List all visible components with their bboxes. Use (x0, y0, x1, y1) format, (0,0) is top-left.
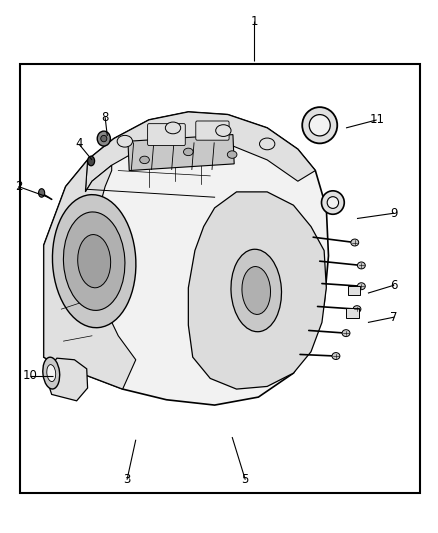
Polygon shape (48, 358, 88, 401)
Ellipse shape (88, 156, 95, 166)
Ellipse shape (353, 306, 361, 312)
Text: 1: 1 (250, 15, 258, 28)
Ellipse shape (215, 125, 231, 136)
Ellipse shape (231, 249, 282, 332)
Ellipse shape (78, 235, 111, 288)
Text: 11: 11 (369, 114, 384, 126)
Ellipse shape (357, 262, 365, 269)
Ellipse shape (259, 138, 275, 150)
Text: 10: 10 (22, 369, 37, 382)
Ellipse shape (64, 212, 125, 310)
Polygon shape (188, 192, 326, 389)
Text: 3: 3 (124, 473, 131, 486)
Text: 6: 6 (390, 279, 398, 292)
Bar (20, 64, 420, 493)
Ellipse shape (140, 156, 149, 164)
Ellipse shape (47, 365, 56, 382)
Ellipse shape (327, 197, 339, 208)
Ellipse shape (351, 239, 359, 246)
Ellipse shape (117, 135, 132, 147)
Polygon shape (85, 112, 315, 192)
Ellipse shape (97, 131, 110, 146)
Ellipse shape (166, 122, 180, 134)
Ellipse shape (101, 135, 107, 142)
Ellipse shape (184, 148, 193, 156)
Text: 2: 2 (14, 180, 22, 193)
Ellipse shape (342, 329, 350, 337)
FancyBboxPatch shape (196, 121, 229, 140)
FancyBboxPatch shape (148, 124, 185, 146)
Text: 5: 5 (242, 473, 249, 486)
Ellipse shape (43, 357, 60, 389)
Ellipse shape (309, 115, 330, 136)
Text: 8: 8 (102, 111, 109, 124)
Text: 7: 7 (390, 311, 398, 324)
Ellipse shape (242, 266, 271, 314)
Bar (346, 308, 359, 318)
Polygon shape (44, 160, 136, 389)
Ellipse shape (332, 353, 340, 359)
Bar (348, 286, 360, 295)
Ellipse shape (302, 107, 337, 143)
Ellipse shape (39, 189, 45, 197)
Text: 4: 4 (75, 138, 83, 150)
Ellipse shape (321, 191, 344, 214)
Ellipse shape (357, 282, 365, 289)
Bar (128, 135, 234, 171)
Ellipse shape (227, 151, 237, 158)
Text: 9: 9 (390, 207, 398, 220)
Polygon shape (44, 112, 328, 405)
Ellipse shape (53, 195, 136, 328)
